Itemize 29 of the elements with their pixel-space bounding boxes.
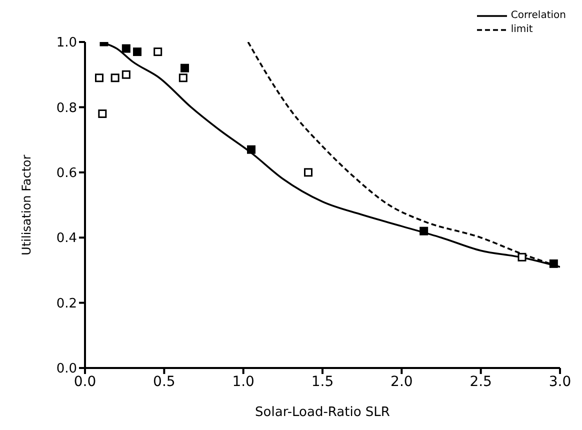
y-tick-label: 0.8 — [56, 100, 77, 116]
point — [122, 70, 130, 79]
y-tick-label: 0.2 — [56, 296, 77, 312]
point — [98, 109, 107, 118]
legend-label: limit — [510, 24, 533, 36]
point — [304, 168, 312, 177]
point — [420, 226, 428, 236]
point — [178, 74, 188, 82]
y-tick-label: 1.0 — [56, 36, 77, 51]
point — [122, 44, 130, 53]
x-axis-title: Solar-Load-Ratio SLR — [255, 405, 390, 420]
point — [133, 48, 142, 56]
point — [95, 74, 104, 82]
legend-label: Correlation — [510, 10, 566, 22]
y-tick-label: 0.6 — [56, 166, 77, 182]
y-axis-title: Utilisation Factor — [19, 154, 34, 256]
point — [549, 259, 558, 268]
x-tick-label: 0.5 — [153, 374, 176, 390]
point — [180, 64, 189, 72]
x-tick-label: 2.5 — [470, 374, 492, 390]
y-tick-label: 0.4 — [56, 231, 77, 246]
point — [247, 145, 256, 154]
x-tick-label: 3.0 — [548, 374, 572, 390]
x-tick-label: 2.0 — [390, 374, 413, 390]
point — [518, 252, 526, 262]
x-tick-label: 1.0 — [232, 374, 254, 390]
point — [110, 74, 120, 82]
point — [154, 48, 162, 56]
x-tick-label: 1.5 — [311, 374, 334, 390]
